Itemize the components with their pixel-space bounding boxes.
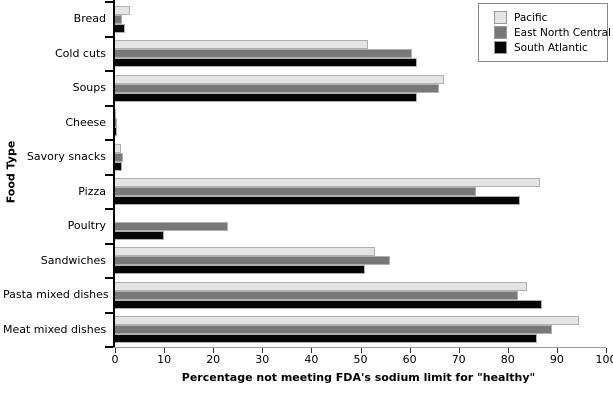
x-tick-label: 20 (206, 353, 221, 366)
y-axis-tick (105, 70, 113, 72)
bar (115, 58, 417, 68)
y-axis-tick (105, 1, 113, 3)
x-tick-label: 80 (500, 353, 515, 366)
bar (115, 92, 417, 102)
bar (115, 152, 123, 162)
south-atlantic-swatch (494, 41, 507, 54)
x-axis-line (105, 347, 606, 348)
x-tick-label: 40 (304, 353, 319, 366)
bar (115, 23, 125, 33)
x-axis-tick (213, 348, 215, 353)
x-tick-label: 10 (157, 353, 172, 366)
bar (115, 221, 228, 231)
bar (115, 143, 121, 153)
legend-label: East North Central (514, 26, 611, 39)
plot-area: Bread Cold cuts Soups Cheese Savory snacks Pi… (3, 0, 613, 366)
x-axis-tick (606, 348, 607, 353)
bar (115, 265, 366, 275)
x-axis-tick (507, 348, 509, 353)
bar (115, 49, 413, 59)
y-axis-tick (105, 35, 113, 38)
bar (115, 299, 543, 309)
category-label: Meat mixed dishes (3, 322, 107, 336)
bar (115, 74, 444, 84)
bar (115, 230, 165, 240)
legend: Pacific East North Central South Atlantic (478, 3, 611, 62)
x-axis-tick (360, 348, 362, 353)
east-north-central-swatch (494, 26, 507, 39)
x-axis-tick (556, 348, 558, 353)
category-label: Pizza (78, 184, 106, 198)
y-axis-tick (105, 139, 113, 141)
legend-label: Pacific (514, 11, 548, 24)
x-tick-label: 0 (111, 353, 119, 366)
x-axis-tick (164, 348, 166, 353)
y-axis-tick (105, 346, 113, 348)
legend-item: Pacific (494, 10, 603, 25)
category-label: Savory snacks (26, 150, 106, 164)
bar (115, 247, 376, 257)
x-tick-label: 70 (451, 353, 466, 366)
category-label: Cheese (65, 115, 106, 129)
legend-item: South Atlantic (494, 40, 603, 55)
x-axis-tick (311, 348, 313, 353)
y-axis-tick (105, 242, 113, 245)
bar (115, 281, 528, 291)
y-axis-tick (105, 104, 113, 107)
category-label: Soups (72, 81, 106, 95)
category-label: Bread (73, 12, 106, 26)
bar (115, 316, 579, 326)
x-axis-tick (262, 348, 264, 353)
bar (115, 178, 540, 188)
bar (115, 290, 518, 300)
x-axis-title: Percentage not meeting FDA's sodium limi… (181, 371, 536, 384)
bar (115, 40, 368, 50)
bar (115, 5, 130, 15)
legend-item: East North Central (494, 25, 611, 40)
pacific-swatch (494, 11, 507, 24)
y-axis-tick (105, 208, 113, 210)
bar (115, 109, 117, 119)
category-label: Poultry (67, 219, 106, 233)
bar (115, 256, 390, 266)
category-label: Sandwiches (40, 253, 106, 267)
bar (115, 334, 538, 344)
bar (115, 161, 122, 171)
x-tick-label: 100 (595, 353, 613, 366)
y-axis-tick (105, 277, 113, 279)
x-axis-tick (409, 348, 411, 353)
y-axis-tick (105, 173, 113, 176)
x-tick-label: 30 (255, 353, 270, 366)
bar (115, 118, 118, 128)
x-tick-label: 50 (353, 353, 368, 366)
x-tick-label: 60 (402, 353, 417, 366)
bar (115, 14, 123, 24)
bar (115, 187, 476, 197)
category-label: Cold cuts (54, 46, 106, 60)
y-axis-tick (105, 311, 113, 314)
x-axis-tick (115, 348, 116, 353)
bar (115, 83, 440, 93)
bar (115, 127, 118, 137)
bar (115, 325, 552, 335)
x-axis-tick (458, 348, 460, 353)
legend-label: South Atlantic (514, 41, 588, 54)
category-label: Pasta mixed dishes (3, 288, 109, 302)
x-tick-label: 90 (549, 353, 564, 366)
bar (115, 196, 521, 206)
